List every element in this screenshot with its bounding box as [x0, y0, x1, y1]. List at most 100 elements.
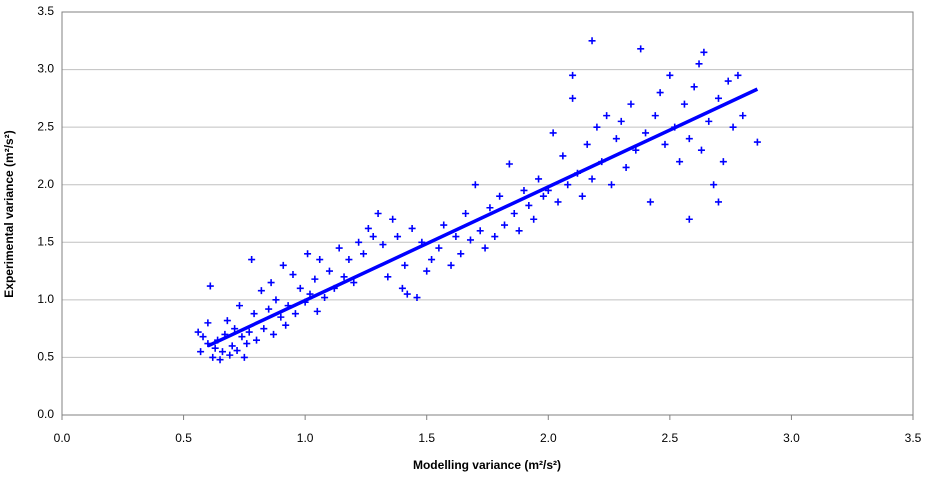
point	[235, 302, 243, 310]
point	[729, 123, 737, 131]
point	[243, 340, 251, 348]
point	[211, 344, 219, 352]
point	[617, 117, 625, 125]
y-tick-label: 1.5	[37, 234, 54, 248]
point	[265, 305, 273, 313]
point	[564, 181, 572, 189]
point	[435, 244, 443, 252]
point	[304, 250, 312, 258]
point	[466, 236, 474, 244]
point	[569, 94, 577, 102]
point	[496, 192, 504, 200]
point	[462, 210, 470, 217]
point	[530, 215, 538, 223]
point	[447, 261, 455, 269]
point	[364, 224, 372, 232]
point	[325, 267, 333, 275]
point	[394, 233, 402, 241]
point	[651, 112, 659, 120]
point	[228, 342, 236, 350]
point	[408, 224, 416, 232]
point	[223, 317, 231, 325]
point	[384, 273, 392, 281]
y-tick-label: 2.0	[37, 177, 54, 191]
x-tick-label: 2.5	[662, 431, 679, 445]
point	[216, 356, 224, 364]
point	[695, 60, 703, 68]
point	[656, 89, 664, 97]
point	[369, 233, 377, 241]
point	[697, 146, 705, 154]
point	[457, 250, 465, 258]
point	[374, 210, 382, 217]
point	[710, 181, 718, 189]
point	[515, 227, 523, 235]
point	[481, 244, 489, 252]
point	[753, 138, 761, 146]
point	[520, 186, 528, 194]
point	[588, 37, 596, 45]
point	[525, 201, 533, 209]
point	[559, 152, 567, 160]
point	[209, 353, 217, 361]
point	[311, 275, 319, 283]
point	[719, 158, 727, 166]
point	[197, 348, 205, 356]
point	[238, 333, 246, 341]
point	[335, 244, 343, 252]
x-tick-label: 2.0	[540, 431, 557, 445]
point	[680, 100, 688, 108]
point	[637, 45, 645, 53]
point	[279, 261, 287, 269]
point	[569, 71, 577, 79]
point	[714, 198, 722, 206]
point	[345, 256, 353, 264]
trend-line	[207, 87, 759, 348]
point	[423, 267, 431, 275]
point	[642, 129, 650, 137]
point	[724, 77, 732, 85]
point	[403, 290, 411, 298]
point	[413, 294, 421, 302]
point	[398, 284, 406, 292]
x-tick-label: 0.5	[175, 431, 192, 445]
point	[661, 140, 669, 148]
point	[501, 221, 509, 229]
point	[277, 313, 285, 321]
point	[240, 353, 248, 361]
point	[321, 294, 329, 302]
point	[296, 284, 304, 292]
point	[194, 328, 202, 336]
point	[554, 198, 562, 206]
point	[676, 158, 684, 166]
point	[705, 117, 713, 125]
point	[260, 325, 268, 333]
point	[471, 181, 479, 189]
point	[253, 336, 261, 344]
point	[734, 71, 742, 79]
plot-border	[61, 11, 914, 416]
point	[578, 192, 586, 200]
point	[739, 112, 747, 120]
point	[233, 347, 241, 355]
point	[608, 181, 616, 189]
point	[428, 256, 436, 264]
point	[646, 198, 654, 206]
point	[491, 233, 499, 241]
point	[257, 287, 265, 295]
point	[714, 94, 722, 102]
point	[350, 279, 358, 287]
point	[272, 296, 280, 304]
point	[270, 330, 278, 338]
point	[226, 351, 234, 359]
point	[250, 310, 258, 318]
point	[267, 279, 275, 287]
point	[340, 273, 348, 281]
point	[685, 215, 693, 223]
x-tick-label: 1.0	[297, 431, 314, 445]
y-tick-label: 3.0	[37, 62, 54, 76]
point	[588, 175, 596, 183]
point	[313, 307, 321, 315]
y-tick-label: 0.0	[37, 407, 54, 421]
y-tick-label: 2.5	[37, 119, 54, 133]
